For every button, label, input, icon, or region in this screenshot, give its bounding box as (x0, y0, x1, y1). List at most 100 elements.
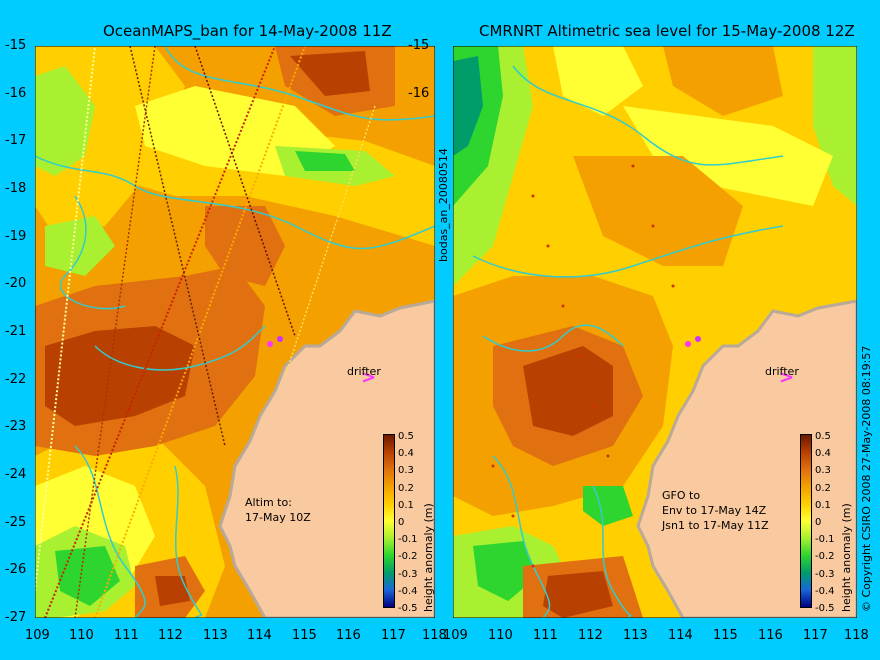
contour-line (74, 445, 146, 618)
altimeter-track (194, 46, 296, 337)
y-tick: -21 (5, 324, 27, 339)
x-tick: 109 (443, 628, 468, 643)
anomaly-region (623, 106, 833, 206)
x-tick: 117 (803, 628, 828, 643)
x-tick: 111 (533, 628, 558, 643)
anomaly-region (473, 541, 538, 601)
land-mass (218, 299, 435, 618)
colorbar-tick: 0.4 (815, 448, 831, 460)
y-tick: -16 (408, 86, 430, 101)
contour-line (482, 324, 624, 352)
y-tick: -16 (5, 86, 27, 101)
contour-line (592, 485, 632, 618)
colorbar-tick: -0.1 (815, 534, 835, 546)
drifter-label: drifter (765, 365, 799, 378)
altim-annotation: Altim to: 17-May 10Z (245, 495, 311, 525)
x-tick: 112 (158, 628, 183, 643)
altimeter-track (284, 105, 376, 377)
x-tick: 110 (69, 628, 94, 643)
y-tick: -25 (5, 515, 27, 530)
x-tick: 109 (25, 628, 50, 643)
y-tick: -22 (5, 372, 27, 387)
colorbar-label-left: height anomaly (m) (422, 503, 435, 612)
altimeter-track (94, 46, 306, 618)
colorbar-tick: 0.1 (398, 499, 414, 511)
colorbar-tick: -0.1 (398, 534, 418, 546)
x-tick: 116 (758, 628, 783, 643)
colorbar-tick: 0 (815, 517, 822, 529)
drifter-marker: > (361, 367, 376, 388)
contour-line (174, 465, 203, 618)
right-panel-title: CMRNRT Altimetric sea level for 15-May-2… (479, 22, 855, 40)
anomaly-region (205, 206, 285, 286)
colorbar-tick: 0 (398, 517, 405, 529)
colorbar-left (383, 434, 395, 608)
anomaly-region (55, 546, 120, 606)
x-tick: 118 (422, 628, 447, 643)
colorbar-right (800, 434, 812, 608)
annotation-line: Env to 17-May 14Z (662, 504, 767, 517)
altimeter-track (35, 46, 96, 592)
altimeter-track (74, 46, 156, 618)
anomaly-region (155, 576, 190, 606)
colorbar-label-right: height anomaly (m) (840, 503, 853, 612)
colorbar-tick: 0.2 (815, 482, 831, 494)
anomaly-region (813, 46, 857, 206)
colorbar-tick: -0.3 (815, 568, 835, 580)
anomaly-region (543, 571, 613, 618)
satellite-annotation: GFO to Env to 17-May 14Z Jsn1 to 17-May … (662, 488, 769, 533)
drifter-position (267, 341, 273, 347)
contour-line (472, 225, 784, 278)
anomaly-region (583, 486, 633, 526)
colorbar-tick: 0.5 (398, 431, 414, 442)
annotation-line: Jsn1 to 17-May 11Z (662, 519, 769, 532)
colorbar-tick: 0.2 (398, 482, 414, 494)
anomaly-region (553, 46, 643, 116)
x-tick: 114 (247, 628, 272, 643)
drifter-position (695, 336, 701, 342)
y-tick: -27 (5, 610, 27, 625)
colorbar-tick: 0.1 (815, 499, 831, 511)
x-tick: 113 (203, 628, 228, 643)
observation-points (491, 164, 675, 568)
contour-line (164, 46, 435, 121)
colorbar-tick: -0.2 (815, 551, 835, 563)
contour-line (512, 65, 784, 166)
drifter-position (277, 336, 283, 342)
contour-line (94, 325, 266, 371)
anomaly-region (663, 46, 783, 116)
x-tick: 110 (488, 628, 513, 643)
annotation-line: 17-May 10Z (245, 511, 311, 524)
anomaly-region (35, 66, 95, 176)
y-tick: -17 (5, 133, 27, 148)
colorbar-ticks-left: 0.5 0.4 0.3 0.2 0.1 0 -0.1 -0.2 -0.3 -0.… (398, 428, 418, 617)
colorbar-tick: -0.3 (398, 568, 418, 580)
x-tick: 115 (713, 628, 738, 643)
annotation-line: GFO to (662, 489, 701, 502)
y-tick: -23 (5, 419, 27, 434)
colorbar-tick: -0.4 (815, 585, 835, 597)
drifter-label: drifter (347, 365, 381, 378)
x-tick: 115 (292, 628, 317, 643)
contour-line (59, 195, 126, 310)
colorbar-tick: -0.2 (398, 551, 418, 563)
y-tick: -15 (408, 38, 430, 53)
anomaly-region (295, 151, 355, 171)
y-tick: -26 (5, 562, 27, 577)
x-tick: 114 (668, 628, 693, 643)
altimeter-track (44, 46, 276, 618)
colorbar-tick: -0.5 (815, 603, 835, 615)
colorbar-ticks-right: 0.5 0.4 0.3 0.2 0.1 0 -0.1 -0.2 -0.3 -0.… (815, 428, 835, 617)
colorbar-tick: 0.3 (398, 465, 414, 477)
anomaly-region (45, 326, 195, 426)
x-tick: 111 (114, 628, 139, 643)
right-map: > (453, 46, 857, 618)
contour-line (492, 455, 551, 618)
run-id-label: bodas_an_20080514 (437, 148, 450, 262)
y-tick: -15 (5, 38, 27, 53)
x-tick: 112 (578, 628, 603, 643)
altimeter-track (129, 46, 226, 447)
x-tick: 118 (844, 628, 869, 643)
colorbar-tick: 0.5 (815, 431, 831, 442)
x-tick: 117 (381, 628, 406, 643)
